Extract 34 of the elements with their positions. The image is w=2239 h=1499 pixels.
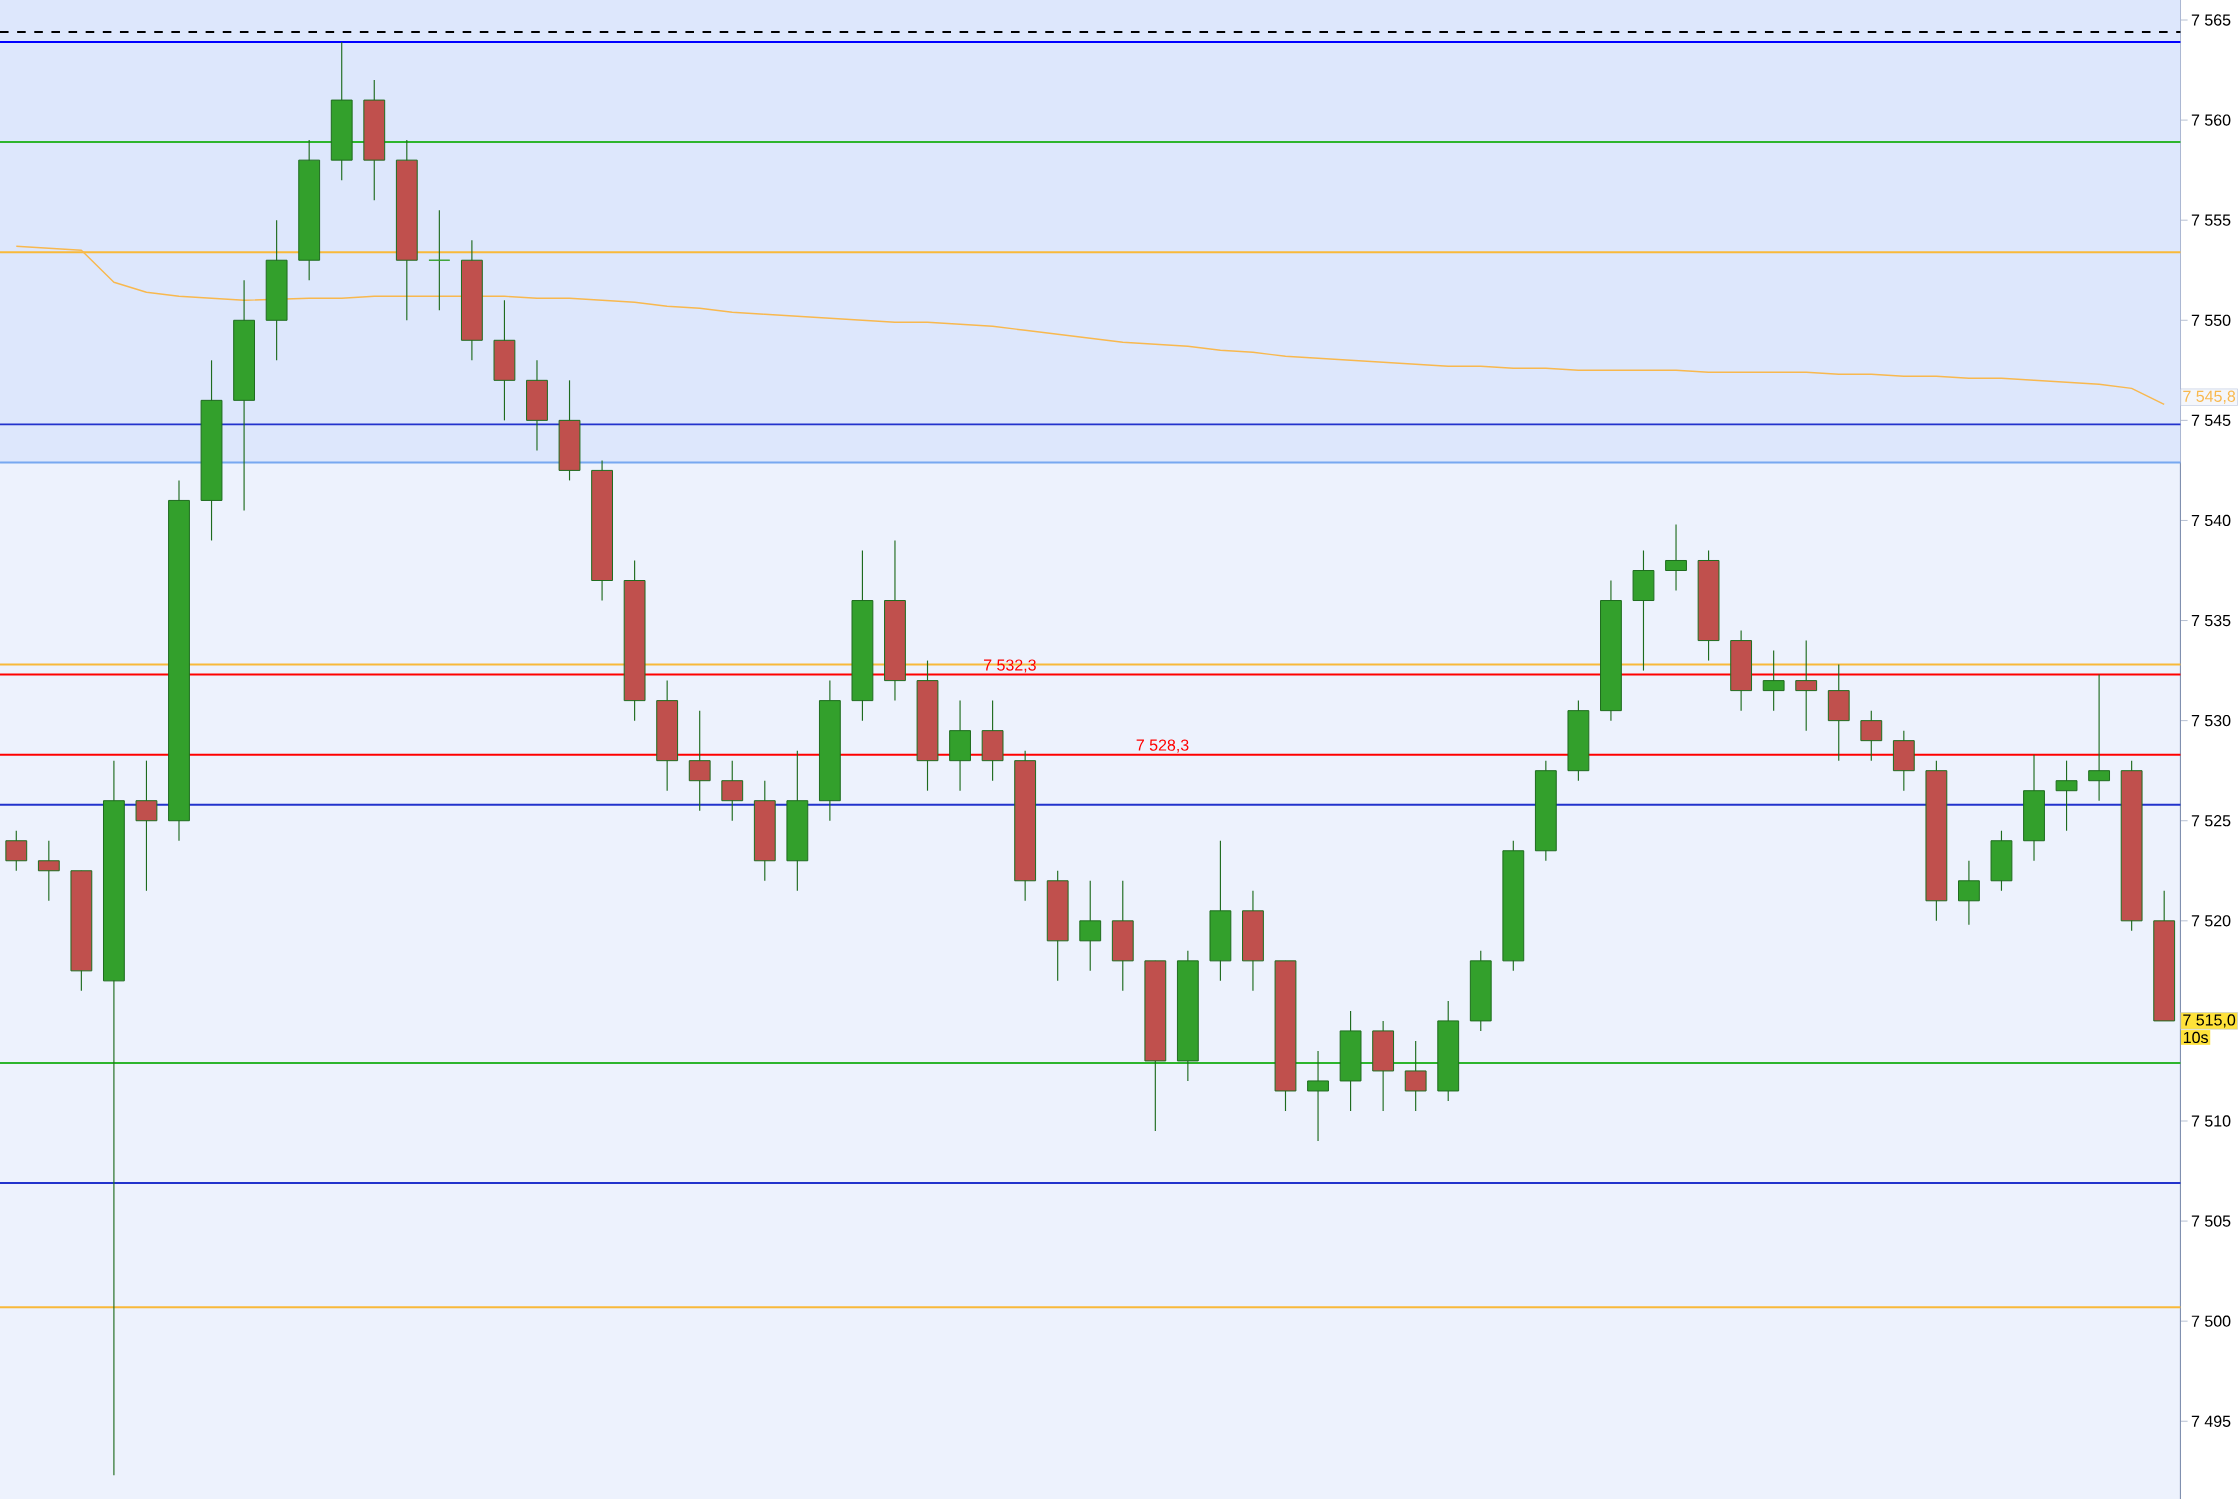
y-tick-label: 7 545 — [2191, 414, 2231, 426]
candlestick — [1860, 709, 1883, 762]
y-tick-label: 7 510 — [2191, 1115, 2231, 1127]
candlestick — [2088, 673, 2111, 802]
y-tick-label: 7 565 — [2191, 14, 2231, 26]
candlestick — [135, 759, 158, 892]
candlestick — [37, 840, 60, 902]
candlestick — [1307, 1050, 1329, 1142]
ref-line-label: 7 528,3 — [1136, 739, 1189, 753]
y-tick-label: 7 535 — [2191, 614, 2231, 627]
candlestick — [428, 209, 451, 311]
candlestick — [2055, 759, 2078, 832]
candlestick — [1665, 523, 1687, 591]
y-tick-label: 7 555 — [2191, 214, 2231, 226]
y-tick-label: 7 495 — [2191, 1415, 2231, 1427]
candlestick — [721, 759, 744, 822]
y-tick-label: 7 560 — [2191, 114, 2231, 126]
text: 10s — [2183, 1031, 2208, 1043]
candlestick — [688, 709, 711, 812]
candlestick — [1404, 1040, 1427, 1112]
y-tick-label: 7 540 — [2191, 514, 2231, 526]
y-tick-label: 7 550 — [2191, 314, 2231, 326]
candlestick — [1795, 639, 1818, 732]
candlestick — [1079, 880, 1102, 972]
candlestick — [5, 830, 28, 872]
y-tick-label: 7 525 — [2191, 814, 2231, 827]
text: 7 515,0 — [2183, 1014, 2236, 1028]
y-tick-label: 7 530 — [2191, 714, 2231, 727]
candlestick — [1762, 649, 1785, 712]
y-tick-label: 7 500 — [2191, 1315, 2231, 1327]
candlestick — [1958, 860, 1980, 926]
text: 7 545,8 — [2183, 390, 2236, 404]
y-tick-label: 7 520 — [2191, 915, 2231, 927]
y-tick-label: 7 505 — [2191, 1215, 2231, 1227]
